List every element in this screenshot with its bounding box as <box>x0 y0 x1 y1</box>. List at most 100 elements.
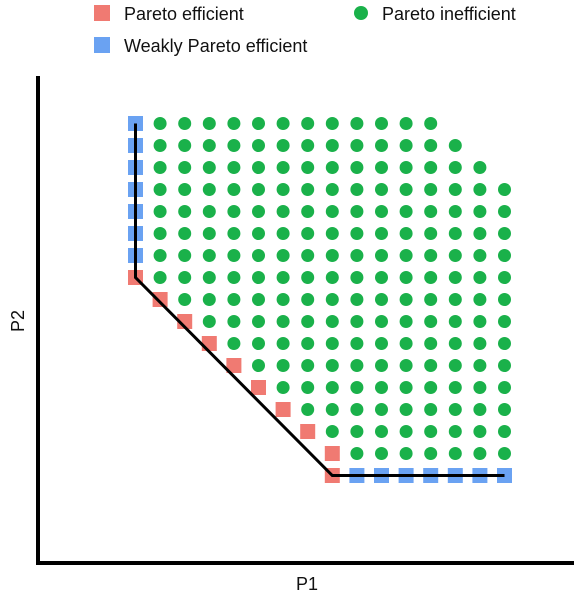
point-pareto-efficient <box>226 358 242 373</box>
point-pareto-inefficient <box>350 337 364 350</box>
point-pareto-inefficient <box>325 117 339 130</box>
point-pareto-inefficient <box>350 381 364 394</box>
point-pareto-inefficient <box>276 183 290 196</box>
point-pareto-inefficient <box>473 293 487 306</box>
point-pareto-inefficient <box>375 403 388 416</box>
point-pareto-inefficient <box>424 117 438 130</box>
point-pareto-inefficient <box>448 359 462 372</box>
point-pareto-inefficient <box>202 205 216 218</box>
point-pareto-inefficient <box>498 271 511 284</box>
point-pareto-inefficient <box>301 293 315 306</box>
point-pareto-inefficient <box>350 315 364 328</box>
point-pareto-inefficient <box>424 139 438 152</box>
point-pareto-inefficient <box>227 161 241 174</box>
point-pareto-inefficient <box>153 117 167 130</box>
point-pareto-inefficient <box>276 249 290 262</box>
point-pareto-inefficient <box>325 205 339 218</box>
legend-label-weakly-pareto-efficient: Weakly Pareto efficient <box>124 36 307 56</box>
point-pareto-inefficient <box>448 315 462 328</box>
point-pareto-inefficient <box>448 337 462 350</box>
point-pareto-inefficient <box>153 161 167 174</box>
point-pareto-inefficient <box>498 425 511 438</box>
point-pareto-inefficient <box>202 117 216 130</box>
point-pareto-inefficient <box>448 205 462 218</box>
point-pareto-inefficient <box>448 293 462 306</box>
point-pareto-inefficient <box>375 337 388 350</box>
point-pareto-inefficient <box>424 227 438 240</box>
point-pareto-inefficient <box>375 293 388 306</box>
point-pareto-inefficient <box>498 403 511 416</box>
legend-label-pareto-inefficient: Pareto inefficient <box>382 4 516 24</box>
point-pareto-inefficient <box>473 381 487 394</box>
point-pareto-inefficient <box>276 227 290 240</box>
point-pareto-inefficient <box>178 205 192 218</box>
point-pareto-inefficient <box>448 403 462 416</box>
point-pareto-inefficient <box>498 315 511 328</box>
point-pareto-efficient <box>201 336 217 351</box>
point-pareto-inefficient <box>252 359 265 372</box>
legend-marker-weakly-pareto-efficient <box>94 37 110 53</box>
point-pareto-inefficient <box>252 227 265 240</box>
point-pareto-inefficient <box>350 249 364 262</box>
point-pareto-inefficient <box>424 381 438 394</box>
point-pareto-inefficient <box>473 249 487 262</box>
point-pareto-inefficient <box>375 205 388 218</box>
point-pareto-inefficient <box>301 249 315 262</box>
point-pareto-inefficient <box>448 183 462 196</box>
point-pareto-inefficient <box>227 117 241 130</box>
point-pareto-inefficient <box>375 381 388 394</box>
point-pareto-inefficient <box>399 161 413 174</box>
point-pareto-inefficient <box>498 249 511 262</box>
point-pareto-inefficient <box>448 139 462 152</box>
point-pareto-inefficient <box>498 205 511 218</box>
point-pareto-inefficient <box>227 293 241 306</box>
point-pareto-inefficient <box>498 183 511 196</box>
point-pareto-inefficient <box>325 403 339 416</box>
point-pareto-inefficient <box>153 271 167 284</box>
point-pareto-inefficient <box>153 139 167 152</box>
point-pareto-efficient <box>152 292 168 307</box>
point-pareto-inefficient <box>301 359 315 372</box>
point-pareto-inefficient <box>375 227 388 240</box>
point-pareto-inefficient <box>473 447 487 460</box>
point-pareto-inefficient <box>473 161 487 174</box>
legend-marker-pareto-inefficient <box>354 6 368 20</box>
point-pareto-inefficient <box>301 381 315 394</box>
point-pareto-inefficient <box>375 359 388 372</box>
point-pareto-inefficient <box>350 271 364 284</box>
point-pareto-inefficient <box>325 315 339 328</box>
point-pareto-inefficient <box>375 425 388 438</box>
point-pareto-inefficient <box>473 359 487 372</box>
point-pareto-inefficient <box>375 183 388 196</box>
point-pareto-inefficient <box>276 293 290 306</box>
point-pareto-inefficient <box>252 271 265 284</box>
point-pareto-inefficient <box>448 249 462 262</box>
point-pareto-inefficient <box>473 403 487 416</box>
legend: Pareto efficient Pareto inefficient Weak… <box>94 4 516 56</box>
point-pareto-inefficient <box>325 381 339 394</box>
point-pareto-inefficient <box>424 249 438 262</box>
point-pareto-inefficient <box>350 293 364 306</box>
point-pareto-inefficient <box>276 315 290 328</box>
point-pareto-inefficient <box>399 293 413 306</box>
point-pareto-inefficient <box>202 161 216 174</box>
point-pareto-inefficient <box>227 139 241 152</box>
point-pareto-inefficient <box>202 183 216 196</box>
point-pareto-inefficient <box>227 183 241 196</box>
point-pareto-inefficient <box>424 161 438 174</box>
point-pareto-inefficient <box>252 183 265 196</box>
point-pareto-inefficient <box>375 271 388 284</box>
point-pareto-inefficient <box>424 183 438 196</box>
point-pareto-inefficient <box>276 337 290 350</box>
point-pareto-inefficient <box>325 161 339 174</box>
point-pareto-inefficient <box>178 271 192 284</box>
point-pareto-inefficient <box>178 117 192 130</box>
point-pareto-inefficient <box>178 183 192 196</box>
point-pareto-inefficient <box>227 249 241 262</box>
point-pareto-inefficient <box>252 139 265 152</box>
point-pareto-inefficient <box>399 447 413 460</box>
point-pareto-inefficient <box>375 249 388 262</box>
point-pareto-inefficient <box>473 271 487 284</box>
point-pareto-inefficient <box>350 117 364 130</box>
